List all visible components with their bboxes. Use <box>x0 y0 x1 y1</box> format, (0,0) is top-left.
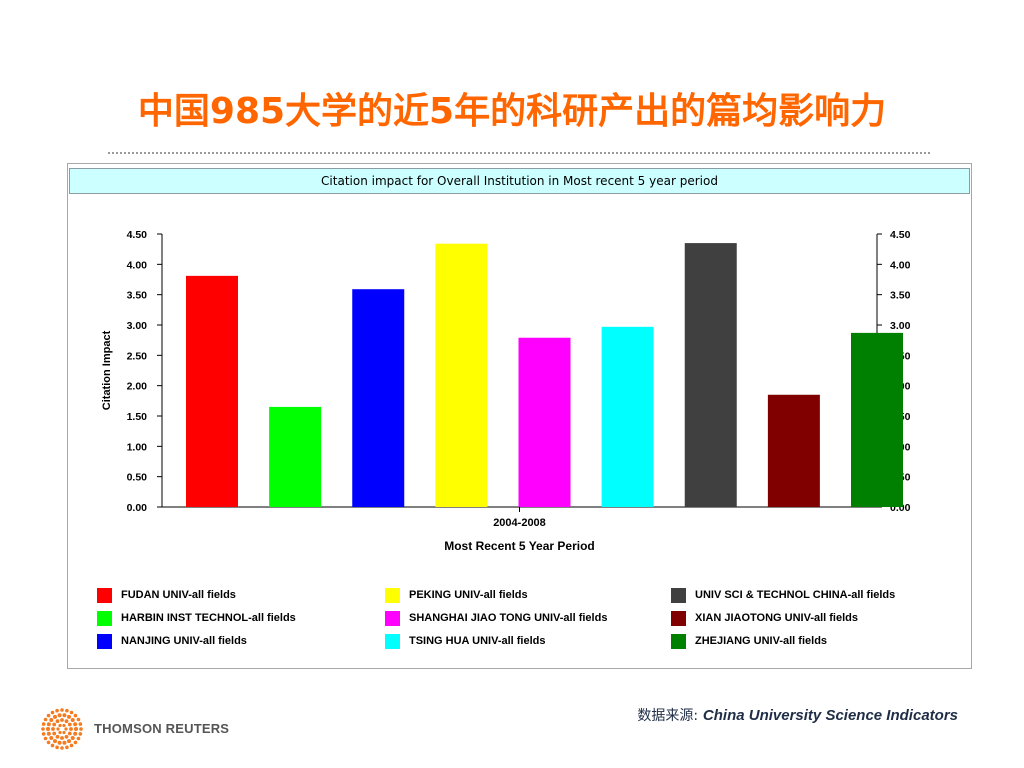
legend-item: NANJING UNIV-all fields <box>97 633 247 649</box>
y-tick-label-left: 1.00 <box>127 441 148 453</box>
y-tick-label-right: 3.00 <box>890 320 911 332</box>
legend-label: FUDAN UNIV-all fields <box>121 589 236 601</box>
legend-swatch <box>97 587 112 603</box>
legend-swatch <box>385 610 400 626</box>
legend-swatch <box>97 633 112 649</box>
legend-swatch <box>385 633 400 649</box>
bar <box>518 337 571 507</box>
y-tick-label-left: 2.50 <box>127 350 148 362</box>
data-source-note: 数据来源: China University Science Indicator… <box>637 705 958 725</box>
bar <box>851 332 903 507</box>
y-tick-label-left: 2.00 <box>127 381 148 393</box>
bar <box>186 275 238 507</box>
y-tick-label-right: 4.50 <box>890 229 911 241</box>
brand-name: THOMSON REUTERS <box>94 721 230 736</box>
y-tick-label-left: 4.50 <box>127 229 148 241</box>
y-tick-label-right: 4.00 <box>890 259 911 271</box>
bar <box>767 394 820 507</box>
y-tick-label-left: 0.00 <box>127 502 148 514</box>
bar <box>435 243 488 507</box>
chart-title: Citation impact for Overall Institution … <box>69 168 970 194</box>
title-divider <box>108 152 930 154</box>
bar <box>352 289 405 507</box>
thomson-reuters-logo-icon <box>41 708 83 750</box>
legend-item: SHANGHAI JIAO TONG UNIV-all fields <box>385 610 607 626</box>
x-category-label: 2004-2008 <box>493 517 546 529</box>
bar <box>684 243 737 507</box>
y-tick-label-right: 3.50 <box>890 290 911 302</box>
legend-label: ZHEJIANG UNIV-all fields <box>695 635 828 647</box>
legend-label: UNIV SCI & TECHNOL CHINA-all fields <box>695 589 896 601</box>
legend-item: PEKING UNIV-all fields <box>385 587 528 603</box>
legend-item: TSING HUA UNIV-all fields <box>385 633 546 649</box>
legend-item: ZHEJIANG UNIV-all fields <box>671 633 827 649</box>
legend-swatch <box>97 610 112 626</box>
legend-label: TSING HUA UNIV-all fields <box>409 635 546 647</box>
legend-label: PEKING UNIV-all fields <box>409 589 528 601</box>
y-tick-label-left: 3.00 <box>127 320 148 332</box>
source-text: China University Science Indicators <box>702 707 958 724</box>
legend-swatch <box>671 587 686 603</box>
brand-mark: THOMSON REUTERS <box>40 707 240 750</box>
legend-item: XIAN JIAOTONG UNIV-all fields <box>671 610 858 626</box>
y-tick-label-left: 4.00 <box>127 259 148 271</box>
y-tick-label-left: 3.50 <box>127 290 148 302</box>
bar <box>601 326 654 507</box>
slide-title: 中国985大学的近5年的科研产出的篇均影响力 <box>137 91 887 132</box>
legend-swatch <box>385 587 400 603</box>
y-tick-label-left: 0.50 <box>127 472 148 484</box>
legend-item: FUDAN UNIV-all fields <box>97 587 236 603</box>
chart-legend: FUDAN UNIV-all fields HARBIN INST TECHNOL… <box>97 587 957 651</box>
legend-label: NANJING UNIV-all fields <box>121 635 247 647</box>
legend-item: UNIV SCI & TECHNOL CHINA-all fields <box>671 587 895 603</box>
y-tick-label-left: 1.50 <box>127 411 148 423</box>
legend-swatch <box>671 610 686 626</box>
source-label: 数据来源: <box>637 708 699 724</box>
legend-item: HARBIN INST TECHNOL-all fields <box>97 610 296 626</box>
bar <box>269 406 322 507</box>
legend-label: SHANGHAI JIAO TONG UNIV-all fields <box>409 612 608 624</box>
x-axis-title: Most Recent 5 Year Period <box>444 539 595 553</box>
y-axis-title: Citation Impact <box>101 330 113 410</box>
legend-label: HARBIN INST TECHNOL-all fields <box>121 612 296 624</box>
legend-swatch <box>671 633 686 649</box>
legend-label: XIAN JIAOTONG UNIV-all fields <box>695 612 858 624</box>
